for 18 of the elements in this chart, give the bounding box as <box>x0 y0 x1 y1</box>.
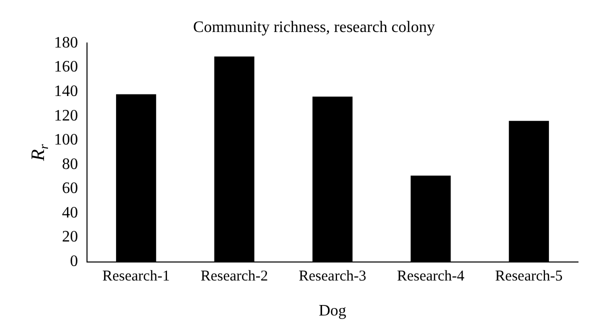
x-tick-label: Research-3 <box>298 268 366 285</box>
y-tick-label: 180 <box>54 34 78 52</box>
y-tick-label: 100 <box>54 132 78 149</box>
y-tick-label: 160 <box>54 58 78 76</box>
y-tick-label: 0 <box>70 253 78 270</box>
y-tick-label: 40 <box>62 204 78 222</box>
x-tick-label: Research-4 <box>396 268 465 285</box>
y-tick-label: 20 <box>62 228 78 246</box>
y-tick-label: 120 <box>54 107 78 124</box>
x-tick-label: Research-2 <box>200 268 268 285</box>
y-axis-title: Rr <box>28 143 51 162</box>
x-tick-label: Research-1 <box>102 268 170 285</box>
x-axis-title: Dog <box>318 302 346 320</box>
chart-title: Community richness, research colony <box>193 18 435 36</box>
y-tick-label: 80 <box>62 156 78 173</box>
y-tick-label: 140 <box>54 82 78 100</box>
x-tick-label: Research-5 <box>495 268 563 285</box>
y-tick-label: 60 <box>62 180 78 198</box>
